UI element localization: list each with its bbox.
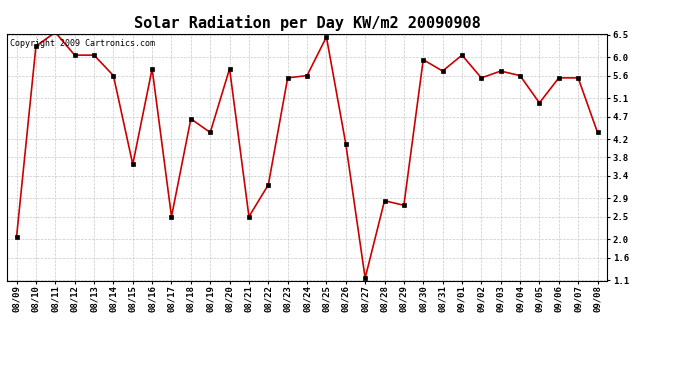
Text: Copyright 2009 Cartronics.com: Copyright 2009 Cartronics.com: [10, 39, 155, 48]
Title: Solar Radiation per Day KW/m2 20090908: Solar Radiation per Day KW/m2 20090908: [134, 15, 480, 31]
